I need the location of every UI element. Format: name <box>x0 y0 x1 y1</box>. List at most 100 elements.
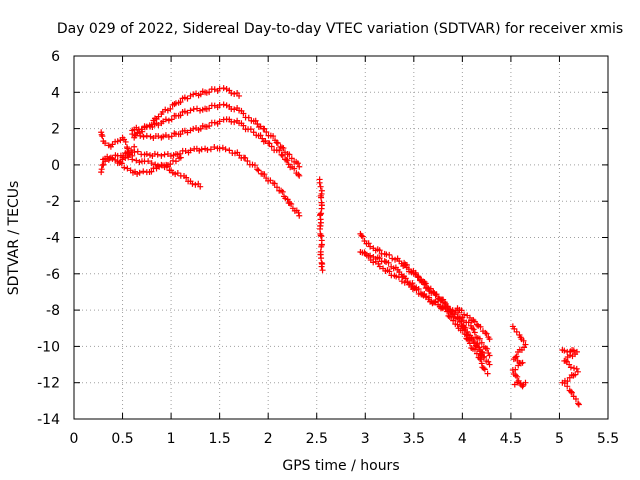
plus-marker <box>228 90 235 97</box>
plus-marker <box>470 326 477 333</box>
plus-marker <box>247 126 254 133</box>
plus-marker <box>240 122 247 129</box>
plus-marker <box>276 147 283 154</box>
plus-marker <box>192 181 199 188</box>
plus-marker <box>420 292 427 299</box>
plus-marker <box>367 243 374 250</box>
series-descent-d <box>401 259 487 361</box>
plus-marker <box>102 158 109 165</box>
plus-marker <box>162 116 169 123</box>
plus-marker <box>278 151 285 158</box>
plus-marker <box>137 132 144 139</box>
x-tick-label: 3 <box>361 431 370 447</box>
plus-marker <box>445 312 452 319</box>
plus-marker <box>177 99 184 106</box>
y-tick-label: -8 <box>46 303 60 319</box>
plus-marker <box>295 171 302 178</box>
x-tick-label: 3.5 <box>403 431 425 447</box>
plus-marker <box>129 156 136 163</box>
plus-marker <box>465 319 472 326</box>
plus-marker <box>167 161 174 168</box>
plus-marker <box>100 161 107 168</box>
plus-marker <box>561 357 568 364</box>
y-tick-label: 0 <box>51 158 60 174</box>
y-tick-label: 6 <box>51 49 60 65</box>
plus-marker <box>194 105 201 112</box>
plus-marker <box>168 116 175 123</box>
plus-marker <box>319 267 326 274</box>
plus-marker <box>386 251 393 258</box>
plus-marker <box>211 144 218 151</box>
plus-marker <box>376 255 383 262</box>
plus-marker <box>270 133 277 140</box>
plus-marker <box>291 165 298 172</box>
series-descent-e <box>454 305 493 343</box>
plus-marker <box>164 150 171 157</box>
plus-marker <box>183 174 190 181</box>
y-tick-label: -10 <box>37 339 60 355</box>
grid-lines <box>74 56 608 419</box>
plus-marker <box>138 126 145 133</box>
plus-marker <box>263 128 270 135</box>
plus-marker <box>422 280 429 287</box>
plus-marker <box>187 147 194 154</box>
y-tick-label: -4 <box>46 231 60 247</box>
plus-marker <box>143 132 150 139</box>
plus-marker <box>409 280 416 287</box>
plus-marker <box>485 358 492 365</box>
plus-marker <box>296 163 303 170</box>
plus-marker <box>365 252 372 259</box>
y-tick-label: -6 <box>46 267 60 283</box>
plus-marker <box>317 183 324 190</box>
plus-marker <box>172 158 179 165</box>
x-tick-label: 5 <box>555 431 564 447</box>
plus-marker <box>165 133 172 140</box>
plus-marker <box>376 263 383 270</box>
series-early-cluster-a <box>98 129 136 159</box>
plus-marker <box>181 94 188 101</box>
plus-marker <box>376 247 383 254</box>
plus-marker <box>461 311 468 318</box>
series-cluster-5.1 <box>559 347 582 408</box>
y-tick-label: 2 <box>51 122 60 138</box>
plus-marker <box>244 158 251 165</box>
plus-marker <box>450 317 457 324</box>
plus-marker <box>477 323 484 330</box>
plus-marker <box>471 329 478 336</box>
plus-marker <box>198 146 205 153</box>
plus-marker <box>318 263 325 270</box>
plus-marker <box>572 396 579 403</box>
plus-marker <box>517 380 524 387</box>
x-tick-label: 1.5 <box>209 431 231 447</box>
plus-marker <box>187 107 194 114</box>
plus-marker <box>482 329 489 336</box>
plus-marker <box>564 354 571 361</box>
plus-marker <box>426 294 433 301</box>
plus-marker <box>514 373 521 380</box>
x-tick-label: 0.5 <box>111 431 133 447</box>
plus-marker <box>240 110 247 117</box>
plus-marker <box>148 168 155 175</box>
plus-marker <box>184 109 191 116</box>
plus-marker <box>571 365 578 372</box>
x-tick-label: 1 <box>167 431 176 447</box>
plus-marker <box>154 151 161 158</box>
plus-marker <box>464 328 471 335</box>
plus-marker <box>393 273 400 280</box>
plus-marker <box>216 145 223 152</box>
plus-marker <box>99 133 106 140</box>
plus-marker <box>279 152 286 159</box>
y-tick-label: -12 <box>37 376 60 392</box>
plus-marker <box>477 346 484 353</box>
plus-marker <box>473 350 480 357</box>
plus-marker <box>296 172 303 179</box>
plot-frame <box>73 55 609 420</box>
plus-marker <box>206 89 213 96</box>
plus-marker <box>122 154 129 161</box>
y-tick-label: 4 <box>51 85 60 101</box>
plus-marker <box>161 162 168 169</box>
plus-marker <box>561 380 568 387</box>
plus-marker <box>268 143 275 150</box>
plus-marker <box>395 274 402 281</box>
plus-marker <box>386 268 393 275</box>
